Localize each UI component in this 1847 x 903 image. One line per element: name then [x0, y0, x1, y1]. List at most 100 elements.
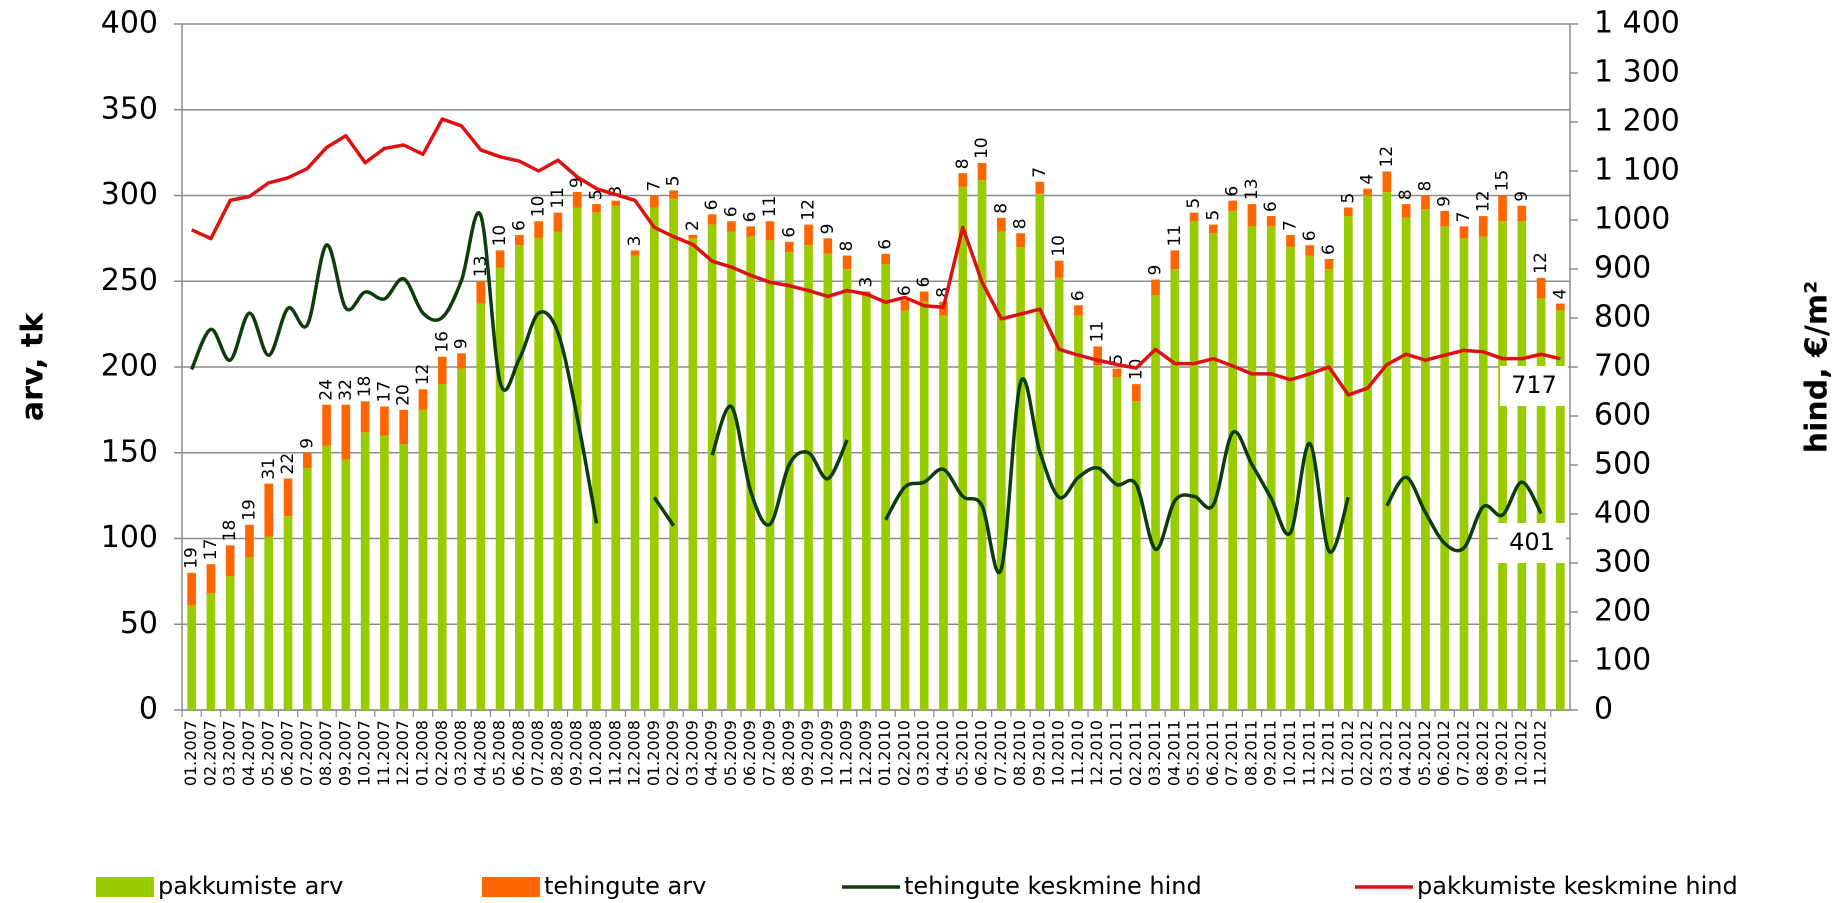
bar-deals	[1016, 233, 1025, 247]
bar-offers	[399, 444, 409, 710]
bar-deals	[1536, 277, 1546, 299]
x-tick-label: 01.2009	[644, 720, 663, 786]
x-tick-label: 07.2007	[297, 720, 316, 786]
x-tick-label: 08.2009	[779, 720, 798, 786]
bar-offers	[1556, 310, 1565, 710]
bar-deals	[823, 238, 833, 254]
legend-label: pakkumiste arv	[158, 872, 343, 900]
x-tick-label: 05.2011	[1184, 720, 1203, 786]
x-tick-label: 09.2007	[335, 720, 354, 786]
bar-offers	[1401, 217, 1411, 711]
bar-deals	[206, 564, 216, 594]
bar-deals	[1498, 195, 1507, 222]
bar-deals	[1440, 210, 1450, 227]
bar-offers	[515, 245, 524, 711]
bar-offers	[669, 198, 678, 710]
bar-offers	[1151, 294, 1160, 710]
data-label: 7	[1280, 220, 1300, 231]
x-tick-label: 12.2008	[625, 720, 644, 786]
y2-tick-label: 700	[1594, 349, 1651, 384]
bar-deals	[515, 234, 524, 246]
bar-offers	[1228, 210, 1237, 710]
y2-tick-label: 800	[1594, 300, 1651, 335]
x-tick-label: 02.2010	[894, 720, 913, 786]
bar-deals	[611, 200, 621, 206]
bar-deals	[1343, 207, 1353, 217]
x-tick-label: 11.2009	[837, 720, 856, 786]
data-label: 13	[1242, 178, 1262, 200]
data-label: 8	[991, 203, 1011, 214]
data-label: 32	[336, 379, 356, 401]
bar-deals	[1363, 188, 1372, 196]
x-tick-label: 11.2010	[1068, 720, 1087, 786]
data-label: 17	[374, 381, 394, 403]
bar-offers	[283, 516, 293, 710]
x-tick-label: 12.2011	[1319, 720, 1338, 786]
data-label: 2	[683, 220, 703, 231]
x-tick-label: 12.2009	[856, 720, 875, 786]
data-label: 5	[664, 176, 684, 187]
x-tick-label: 03.2012	[1376, 720, 1395, 786]
bar-offers	[302, 468, 312, 710]
x-tick-label: 12.2010	[1087, 720, 1106, 786]
x-tick-label: 02.2011	[1126, 720, 1145, 786]
data-label: 9	[1146, 265, 1166, 276]
bar-offers	[495, 267, 505, 710]
bar-deals	[784, 241, 794, 253]
bar-offers	[1131, 401, 1141, 710]
data-label: 4	[1550, 289, 1570, 300]
data-label: 19	[182, 547, 202, 569]
bar-offers	[592, 212, 601, 710]
data-label: 8	[837, 241, 857, 252]
data-label: 8	[953, 158, 973, 169]
data-label: 5	[1184, 198, 1204, 209]
x-tick-label: 05.2010	[952, 720, 971, 786]
bar-deals	[804, 224, 813, 246]
data-label: 9	[818, 224, 838, 235]
x-tick-label: 07.2011	[1222, 720, 1241, 786]
bar-offers	[572, 207, 582, 710]
x-tick-label: 03.2009	[682, 720, 701, 786]
bar-deals	[649, 195, 659, 208]
x-tick-label: 01.2008	[412, 720, 431, 786]
x-tick-label: 06.2007	[278, 720, 297, 786]
bar-offers	[862, 296, 871, 710]
bar-offers	[1382, 192, 1392, 710]
x-tick-label: 06.2011	[1203, 720, 1222, 786]
bar-offers	[707, 224, 717, 710]
bar-offers	[939, 315, 948, 710]
bar-deals	[1266, 216, 1276, 227]
data-label: 11	[1165, 225, 1185, 247]
bar-offers	[1112, 377, 1122, 710]
bar-offers	[1536, 298, 1546, 710]
bar-deals	[437, 356, 447, 385]
bar-offers	[418, 409, 428, 710]
bar-deals	[1286, 234, 1295, 247]
bar-deals	[1189, 212, 1199, 222]
bar-offers	[1189, 221, 1199, 710]
bar-offers	[1054, 277, 1064, 710]
bar-deals	[1421, 195, 1430, 210]
legend-label: pakkumiste keskmine hind	[1417, 872, 1738, 900]
bar-offers	[1363, 195, 1372, 710]
x-tick-label: 02.2012	[1357, 720, 1376, 786]
data-label: 9	[297, 438, 317, 449]
line-series	[190, 117, 1561, 397]
x-tick-label: 08.2008	[547, 720, 566, 786]
x-tick-label: 04.2011	[1164, 720, 1183, 786]
bar-deals	[572, 192, 582, 208]
x-tick-label: 08.2011	[1241, 720, 1260, 786]
data-label: 6	[721, 206, 741, 217]
x-tick-label: 07.2010	[991, 720, 1010, 786]
x-tick-label: 01.2007	[181, 720, 200, 786]
y2-tick-label: 0	[1594, 692, 1613, 727]
x-tick-label: 02.2009	[663, 720, 682, 786]
bar-deals	[245, 524, 254, 558]
bar-offers	[206, 593, 216, 710]
bar-deals	[283, 478, 293, 517]
y2-tick-label: 900	[1594, 251, 1651, 286]
bar-offers	[1093, 365, 1103, 710]
bar-offers	[264, 536, 274, 710]
data-label: 8	[933, 287, 953, 298]
data-label: 10	[972, 137, 992, 159]
